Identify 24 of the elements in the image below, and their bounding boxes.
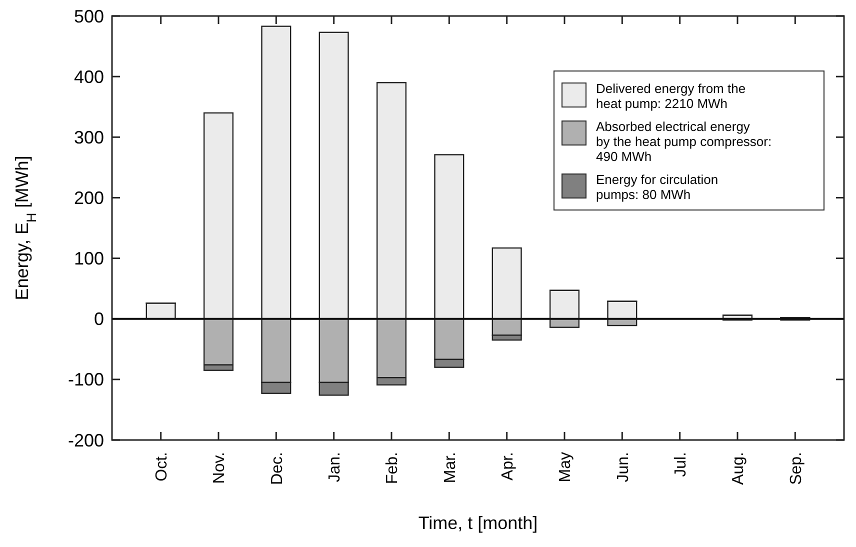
legend-label: Delivered energy from the heat pump: 2210 MWh (596, 81, 746, 111)
legend-label: Absorbed electrical energy by the heat pump compressor: 490 MWh (596, 119, 772, 164)
y-tick-label: 300 (74, 127, 104, 148)
y-tick-label: -100 (68, 370, 104, 390)
legend-label: Energy for circulation pumps: 80 MWh (596, 172, 718, 202)
x-tick-label: Apr. (499, 452, 516, 480)
x-tick-label: Feb. (384, 452, 402, 484)
x-tick-label: Sep. (788, 452, 805, 485)
y-tick-label: 200 (74, 188, 104, 208)
y-tick-label: 400 (74, 66, 104, 87)
y-tick-label: 0 (94, 309, 104, 330)
y-tick-label: 100 (74, 248, 104, 269)
x-tick-label: May (557, 452, 574, 482)
x-tick-label: Nov. (211, 452, 228, 484)
x-axis-title: Time, t [month] (418, 513, 538, 533)
x-tick-label: Mar. (442, 452, 459, 484)
y-tick-label: 500 (74, 6, 104, 26)
y-tick-label: -200 (68, 430, 104, 450)
x-tick-label: Jul. (672, 452, 690, 477)
x-tick-label: Oct. (153, 452, 170, 482)
x-tick-label: Aug. (730, 452, 748, 485)
x-tick-label: Jun. (614, 452, 632, 482)
x-tick-label: Dec. (268, 452, 286, 485)
x-tick-label: Jan. (326, 452, 344, 482)
